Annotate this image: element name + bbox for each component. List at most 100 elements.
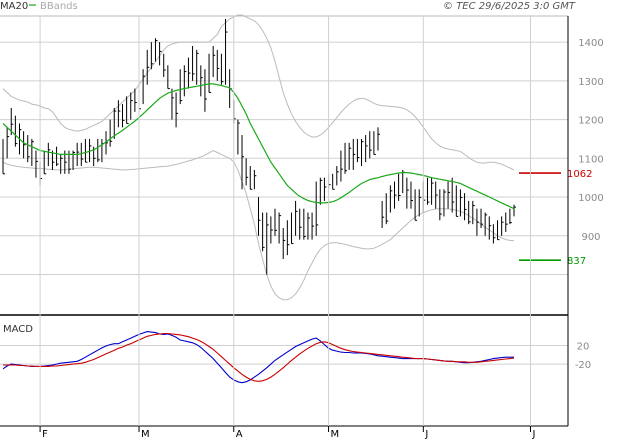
price-bar xyxy=(270,216,273,244)
price-bar xyxy=(311,212,315,240)
signal-line xyxy=(3,332,515,382)
price-bar xyxy=(167,65,170,90)
price-bar xyxy=(509,208,512,225)
price-bar xyxy=(303,208,306,240)
price-bar xyxy=(418,189,422,217)
price-bar xyxy=(459,189,463,217)
price-bar xyxy=(447,181,451,209)
price-bar xyxy=(352,138,356,170)
x-tick-label: J xyxy=(424,429,428,440)
price-bar xyxy=(365,135,368,163)
price-y-tick-label: 1400 xyxy=(578,38,603,49)
price-bar xyxy=(134,88,137,112)
price-bar xyxy=(204,69,207,112)
price-bar xyxy=(274,208,277,236)
price-bar xyxy=(97,138,100,163)
price-bar xyxy=(2,138,5,175)
price-bar xyxy=(200,65,203,97)
copyright-text: © TEC 29/6/2025 3:0 GMT xyxy=(443,1,576,12)
macd-panel-title: MACD xyxy=(3,324,33,335)
price-y-tick-label: 900 xyxy=(581,232,600,243)
price-bar xyxy=(258,197,261,236)
ma20-line xyxy=(2,83,515,210)
price-bar xyxy=(377,127,381,151)
price-levels: 1062 837 xyxy=(519,169,592,267)
legend-ma20: MA20 xyxy=(0,1,28,12)
price-bar xyxy=(332,173,335,190)
price-bar xyxy=(356,138,360,163)
price-y-tick-label: 1300 xyxy=(578,77,603,88)
price-bar xyxy=(431,177,434,205)
price-bar xyxy=(249,166,253,190)
price-bar xyxy=(27,135,30,163)
price-bar xyxy=(183,65,187,97)
macd-y-tick-label: 20 xyxy=(577,342,590,353)
x-tick-label: M xyxy=(141,429,150,440)
price-y-tick-label: 1200 xyxy=(578,116,603,127)
price-bar xyxy=(435,181,438,209)
price-bar xyxy=(216,49,220,81)
price-bar xyxy=(109,119,113,147)
price-bar xyxy=(225,18,228,85)
price-panel: 1062 837 900 1000 1100 1200 1300 1400 xyxy=(0,14,604,301)
macd-gridlines xyxy=(0,345,568,365)
price-bar xyxy=(126,96,129,124)
price-bar xyxy=(299,208,302,240)
price-bar xyxy=(31,138,34,167)
price-bar xyxy=(175,92,179,128)
price-bar xyxy=(340,150,343,182)
price-bar xyxy=(245,158,249,186)
macd-line xyxy=(2,331,514,384)
x-tick-label: M xyxy=(331,429,340,440)
price-bar xyxy=(410,181,413,209)
price-bar xyxy=(80,142,84,167)
price-bar xyxy=(159,42,162,66)
price-bar xyxy=(14,115,18,147)
bband-lower-line xyxy=(2,150,515,301)
price-bar xyxy=(146,49,150,85)
price-bar xyxy=(513,204,516,217)
price-bar xyxy=(443,189,446,217)
price-bar xyxy=(187,57,191,89)
price-bar xyxy=(56,146,59,167)
macd-y-axis: 20 -20 xyxy=(575,342,591,372)
price-bar xyxy=(84,138,88,163)
price-bar xyxy=(47,142,51,167)
macd-panel: 20 -20 MACD xyxy=(0,324,591,384)
price-bar xyxy=(6,127,10,159)
price-bar xyxy=(282,228,286,260)
price-bar xyxy=(455,185,459,217)
price-bar xyxy=(398,173,401,201)
price-bar xyxy=(196,49,199,85)
price-bar xyxy=(336,166,339,186)
price-bar xyxy=(72,150,76,170)
price-bar xyxy=(253,169,257,190)
price-bar xyxy=(497,220,500,241)
price-bar xyxy=(286,220,290,256)
price-bar xyxy=(35,150,38,178)
chart-legend: MA20 BBands xyxy=(0,1,78,12)
price-bar xyxy=(472,200,475,225)
price-bar xyxy=(369,131,372,159)
price-bar xyxy=(488,216,492,240)
level-label: 1062 xyxy=(567,169,592,180)
price-bar xyxy=(315,181,319,236)
bband-upper-line xyxy=(2,14,515,171)
price-bar xyxy=(476,208,479,236)
price-bar xyxy=(105,131,109,155)
price-bar xyxy=(426,177,430,205)
macd-y-tick-label: -20 xyxy=(575,360,591,371)
level-label: 837 xyxy=(567,256,586,267)
price-bar xyxy=(393,181,397,209)
price-bar xyxy=(492,224,496,244)
price-bar xyxy=(406,177,409,209)
legend-bbands: BBands xyxy=(40,1,78,12)
x-tick-label: A xyxy=(236,429,243,440)
price-bar xyxy=(468,200,471,225)
price-bar xyxy=(484,212,488,236)
price-bar xyxy=(212,45,216,77)
price-bar xyxy=(163,53,166,77)
price-bar xyxy=(501,216,504,236)
